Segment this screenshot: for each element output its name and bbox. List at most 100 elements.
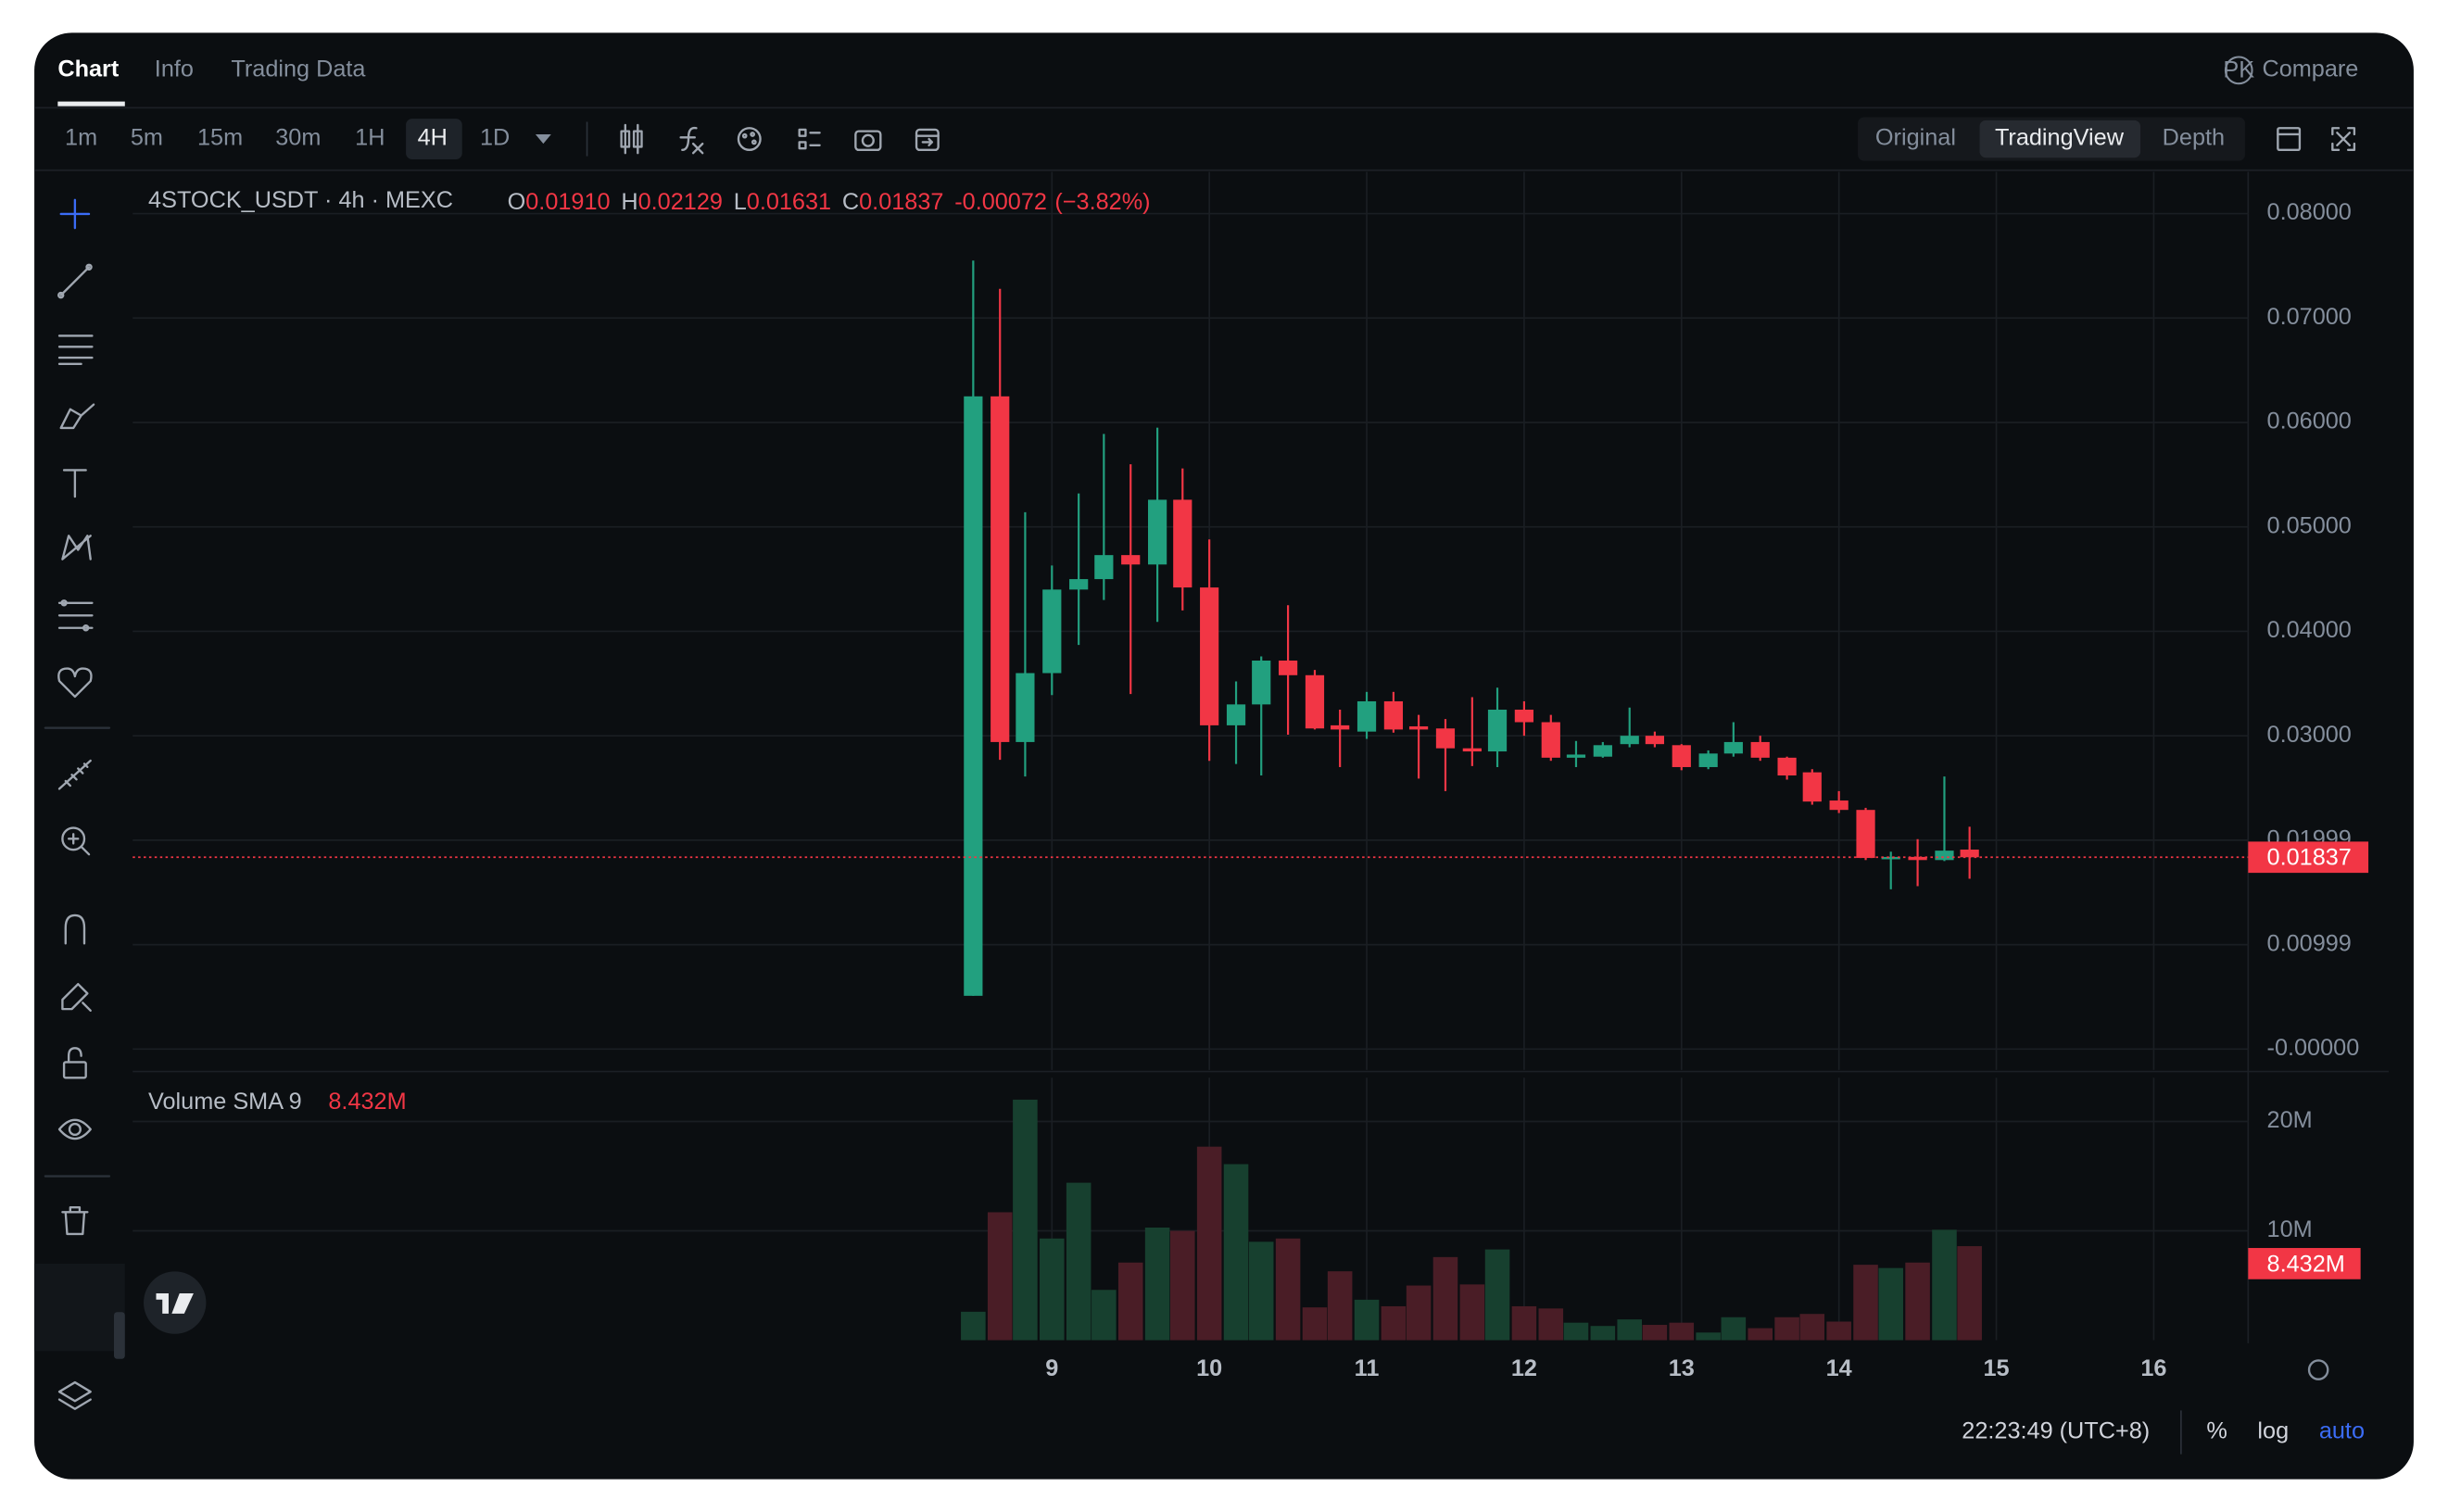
candle-body	[1069, 579, 1089, 590]
auto-toggle[interactable]: auto	[2319, 1418, 2365, 1444]
volume-bar	[1826, 1321, 1851, 1341]
candle-body	[1881, 856, 1900, 860]
tab[interactable]: Info	[155, 57, 194, 82]
volume-bar	[987, 1212, 1013, 1341]
candle-body	[1200, 587, 1219, 725]
volume-bar	[1774, 1317, 1799, 1341]
y-tick-label: 0.00999	[2267, 930, 2352, 956]
volume-bar	[1957, 1246, 1982, 1341]
view-option[interactable]: Original	[1875, 125, 1956, 151]
compare-badge[interactable]	[2224, 56, 2253, 85]
volume-bar	[1381, 1305, 1407, 1341]
candle-body	[1356, 700, 1377, 732]
candle-body	[1541, 722, 1560, 758]
candle-body	[1435, 728, 1456, 749]
collapse-handle[interactable]	[114, 1312, 125, 1359]
volume-bar	[1878, 1267, 1903, 1341]
dropdown-arrow[interactable]	[535, 133, 551, 145]
candle-body	[1226, 704, 1246, 725]
tv-logo-mark	[156, 1292, 194, 1314]
window-icons[interactable]	[2277, 127, 2356, 152]
volume-bar	[1459, 1284, 1485, 1341]
tv-logo[interactable]	[144, 1271, 207, 1334]
interval-option[interactable]: 1H	[355, 125, 385, 151]
x-tick-label: 16	[2140, 1355, 2166, 1381]
log-toggle[interactable]: log	[2257, 1418, 2289, 1444]
candle-body	[1908, 856, 1927, 861]
volume-bar	[1696, 1332, 1721, 1341]
candle-body	[1723, 741, 1743, 754]
y-tick-label: -0.00000	[2267, 1035, 2360, 1061]
candle-body	[1042, 589, 1062, 674]
change: -0.00072	[954, 189, 1047, 215]
candle-body	[1777, 757, 1797, 775]
volume-bar	[1617, 1319, 1643, 1341]
x-tick-label: 11	[1355, 1355, 1380, 1381]
volume-bar	[1013, 1099, 1038, 1341]
drawing-toolbar[interactable]	[44, 198, 111, 1410]
toolbar-icons[interactable]	[620, 123, 940, 155]
pane-title: Volume SMA 9	[148, 1089, 302, 1115]
candle-body	[1620, 736, 1639, 745]
volume-bar	[1721, 1317, 1747, 1341]
candle-body	[1514, 709, 1534, 723]
interval-option[interactable]: 4H	[418, 125, 448, 151]
interval-option[interactable]: 15m	[197, 125, 243, 151]
interval-option[interactable]: 30m	[275, 125, 321, 151]
interval-option[interactable]: 5m	[131, 125, 163, 151]
candle-body	[1487, 709, 1508, 752]
change-percent: (−3.82%)	[1054, 189, 1150, 215]
last-price-tag	[2248, 841, 2369, 874]
volume-bar	[1905, 1262, 1930, 1341]
ohlc-letter: L	[734, 189, 747, 215]
ohlc-value: 0.01631	[747, 189, 831, 215]
volume-bar	[1563, 1322, 1589, 1341]
candle-body	[1331, 724, 1350, 730]
x-tick-label: 9	[1045, 1355, 1058, 1381]
volume-bar	[1169, 1230, 1195, 1341]
labels: 9 10 11 12 13 14 15 16 0.08000 0.07000 0.06000 0.05…	[148, 187, 2369, 1381]
volume-bar	[1354, 1299, 1380, 1341]
candle-body	[1750, 741, 1770, 758]
candle-body	[1094, 555, 1114, 580]
volume-bar	[1642, 1325, 1668, 1341]
candle-body	[1408, 726, 1429, 730]
volume-bar	[1196, 1146, 1222, 1341]
y-tick-label: 0.04000	[2267, 617, 2352, 643]
last-price-label: 0.01837	[2267, 845, 2352, 871]
ohlc-letter: O	[508, 189, 526, 215]
percent-toggle[interactable]: %	[2206, 1418, 2227, 1444]
candle-body	[1802, 772, 1822, 802]
ohlc-letter: H	[621, 189, 637, 215]
ohlc-value: 0.01910	[525, 189, 610, 215]
interval-option[interactable]: 1m	[65, 125, 97, 151]
candle-body	[1698, 753, 1718, 767]
volume-bar	[1538, 1308, 1564, 1341]
volume-bar	[1406, 1285, 1432, 1341]
settings-icon[interactable]	[2307, 1359, 2329, 1380]
compare-button[interactable]: Compare	[2262, 57, 2358, 82]
y-tick-label: 0.08000	[2267, 199, 2352, 225]
volume-bar	[1511, 1305, 1537, 1341]
x-tick-label: 12	[1511, 1355, 1537, 1381]
tab[interactable]: Trading Data	[231, 57, 366, 82]
volume-bar	[961, 1311, 986, 1341]
candle-body	[1566, 754, 1586, 758]
interval-active-bg	[406, 119, 462, 159]
compare-badge-text: PK	[2223, 57, 2254, 82]
y-tick-label: 0.03000	[2267, 722, 2352, 748]
interval-bar: 1m 5m 15m 30m 1H 4H 1D	[65, 125, 510, 151]
candle-body	[1593, 745, 1612, 757]
view-option[interactable]: TradingView	[1995, 125, 2125, 151]
candle-body	[991, 396, 1010, 742]
candle-body	[1278, 661, 1298, 675]
volume-bar	[1853, 1265, 1878, 1341]
interval-option[interactable]: 1D	[480, 125, 510, 151]
view-option[interactable]: Depth	[2163, 125, 2225, 151]
volume-bar	[1590, 1326, 1616, 1341]
ohlc-value: 0.02129	[638, 189, 723, 215]
candle-body	[1383, 700, 1404, 730]
tab[interactable]: Chart	[57, 57, 120, 82]
volume-bar	[1302, 1307, 1328, 1341]
